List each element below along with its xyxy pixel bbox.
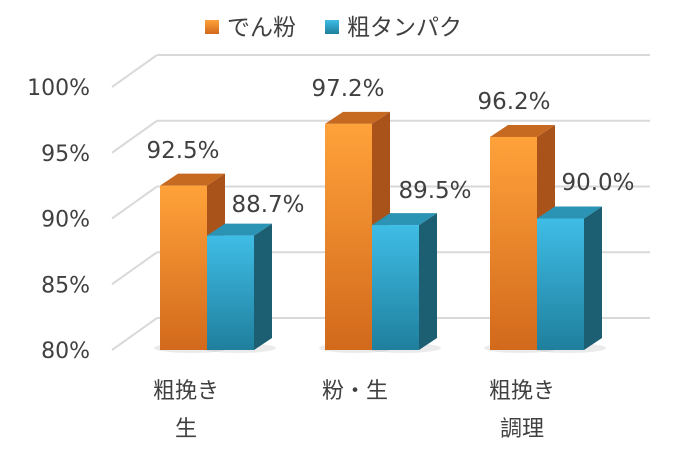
bar-top	[207, 223, 272, 236]
y-tick-label: 80%	[41, 339, 90, 364]
bar-top	[325, 111, 390, 124]
x-tick-label-line: 粗挽き	[489, 379, 555, 404]
x-tick-label-line: 調理	[500, 417, 544, 442]
y-tick-label: 100%	[27, 76, 90, 101]
y-tick-label: 85%	[41, 273, 90, 298]
bar-top	[490, 124, 555, 137]
bar-side	[584, 206, 602, 350]
x-tick-label: 粗挽き調理	[489, 379, 555, 442]
y-tick-label: 90%	[41, 208, 90, 233]
x-tick-label: 粉・生	[322, 379, 388, 404]
gridline-diagonal	[111, 119, 158, 154]
data-label: 90.0%	[561, 170, 634, 196]
data-label: 97.2%	[311, 76, 384, 102]
bar-side	[419, 213, 437, 350]
bar	[490, 136, 537, 350]
data-label: 96.2%	[477, 89, 550, 115]
bar	[207, 235, 254, 350]
data-label: 92.5%	[146, 138, 219, 164]
legend: でん粉 粗タンパク	[205, 15, 462, 41]
gridline-diagonal	[111, 251, 158, 286]
data-label: 89.5%	[398, 178, 471, 204]
legend-swatch	[205, 20, 219, 34]
x-tick-label-line: 生	[175, 417, 197, 442]
bar-side	[254, 223, 272, 350]
bar	[372, 225, 419, 350]
data-labels: 92.5% 97.2% 96.2% 88.7% 89.5% 90.0%	[146, 76, 634, 218]
bar	[160, 185, 207, 350]
gridline-diagonal	[111, 317, 158, 351]
bar-top	[160, 173, 225, 186]
bars	[160, 111, 602, 350]
bar	[325, 123, 372, 350]
data-label: 88.7%	[231, 192, 304, 218]
legend-swatch	[325, 20, 339, 34]
y-tick-label: 95%	[41, 142, 90, 167]
x-tick-label-line: 粉・生	[322, 379, 388, 404]
bar-top	[372, 213, 437, 226]
bar-top	[537, 206, 602, 219]
axes: 80% 85% 90% 95% 100% 粗挽き生 粉・生 粗挽き調理	[27, 76, 555, 442]
gridline-diagonal	[111, 54, 158, 88]
legend-label: でん粉	[227, 15, 296, 41]
gridline-diagonal	[111, 185, 158, 220]
bar	[537, 218, 584, 350]
x-tick-label: 粗挽き生	[153, 379, 219, 442]
legend-label: 粗タンパク	[347, 15, 462, 41]
x-tick-label-line: 粗挽き	[153, 379, 219, 404]
